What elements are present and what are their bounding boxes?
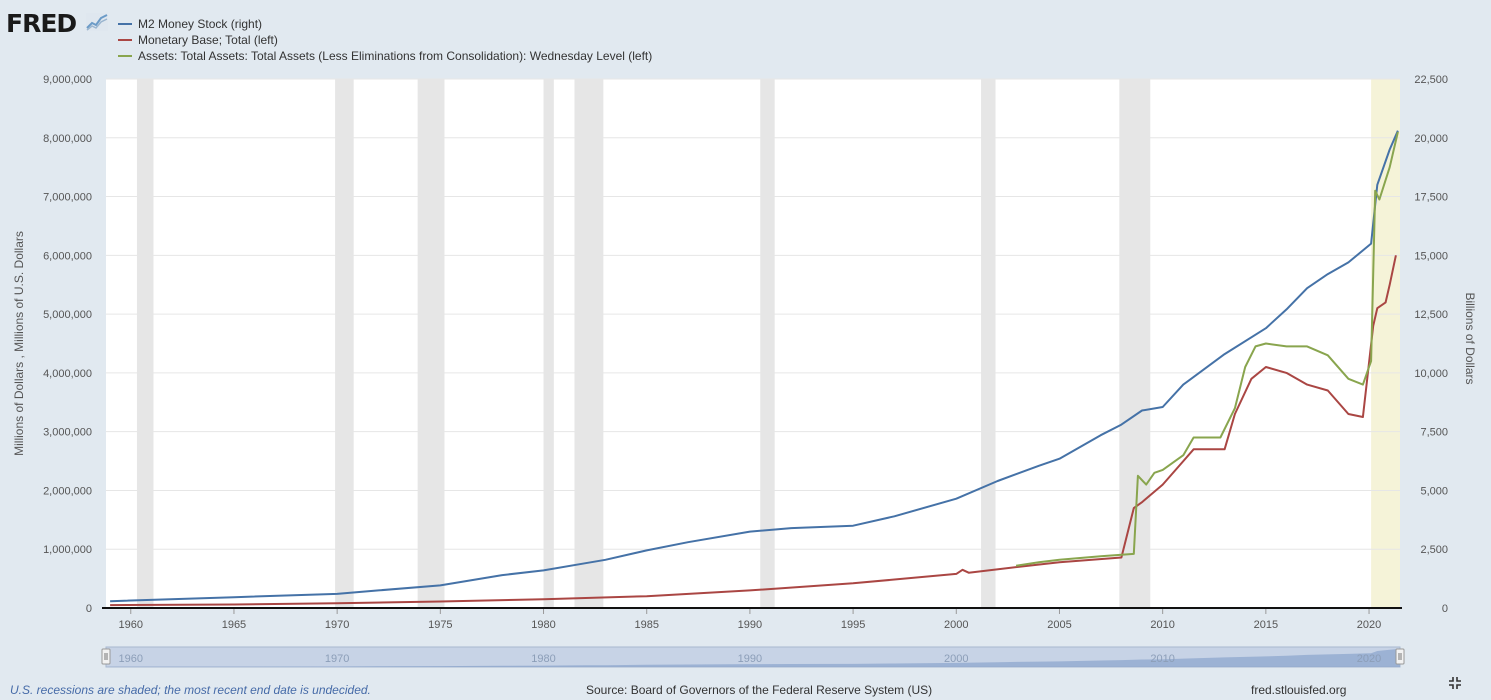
- y-right-tick-label: 2,500: [1420, 544, 1448, 556]
- navigator-label: 2010: [1150, 653, 1174, 665]
- y-left-tick-label: 2,000,000: [43, 485, 92, 497]
- navigator-handle-right[interactable]: [1395, 648, 1405, 665]
- recession-band: [136, 79, 154, 608]
- y-right-tick-label: 12,500: [1414, 309, 1448, 321]
- y-left-tick-label: 3,000,000: [43, 427, 92, 439]
- chart-legend: M2 Money Stock (right) Monetary Base; To…: [118, 16, 652, 64]
- fullscreen-icon[interactable]: [1448, 676, 1462, 693]
- x-tick-label: 2000: [944, 619, 968, 631]
- navigator-handle-left[interactable]: [101, 648, 111, 665]
- y-left-tick-label: 4,000,000: [43, 368, 92, 380]
- recession-band: [574, 79, 604, 608]
- x-tick-label: 2015: [1254, 619, 1278, 631]
- x-tick-label: 1985: [634, 619, 658, 631]
- y-left-tick-label: 1,000,000: [43, 544, 92, 556]
- x-tick-label: 1965: [222, 619, 246, 631]
- x-tick-label: 1995: [841, 619, 865, 631]
- x-tick-label: 1975: [428, 619, 452, 631]
- recession-band: [335, 79, 354, 608]
- navigator-label: 2020: [1357, 653, 1381, 665]
- y-right-tick-label: 0: [1442, 603, 1448, 615]
- legend-item-monetary-base[interactable]: Monetary Base; Total (left): [118, 32, 652, 48]
- recession-band: [760, 79, 775, 608]
- legend-swatch-total-assets: [118, 54, 132, 57]
- legend-label-total-assets: Assets: Total Assets: Total Assets (Less…: [138, 49, 653, 63]
- navigator-label: 1970: [325, 653, 349, 665]
- y-right-tick-label: 7,500: [1420, 427, 1448, 439]
- navigator-label: 2000: [944, 653, 968, 665]
- x-tick-label: 1970: [325, 619, 349, 631]
- y-right-tick-label: 10,000: [1414, 368, 1448, 380]
- y-right-tick-label: 5,000: [1420, 485, 1448, 497]
- series-line-2: [1015, 131, 1399, 567]
- source-note: Source: Board of Governors of the Federa…: [586, 683, 933, 697]
- navigator-label: 1990: [738, 653, 762, 665]
- legend-swatch-monetary-base: [118, 38, 132, 41]
- x-tick-label: 1960: [119, 619, 143, 631]
- navigator-label: 1980: [531, 653, 555, 665]
- legend-item-total-assets[interactable]: Assets: Total Assets: Total Assets (Less…: [118, 48, 652, 64]
- plot-area: [106, 79, 1400, 608]
- y-left-tick-label: 5,000,000: [43, 309, 92, 321]
- recession-note: U.S. recessions are shaded; the most rec…: [10, 683, 371, 697]
- y-right-tick-label: 17,500: [1414, 192, 1448, 204]
- navigator-label: 1960: [119, 653, 143, 665]
- legend-label-m2: M2 Money Stock (right): [138, 17, 263, 31]
- recession-band: [981, 79, 996, 608]
- y-right-tick-label: 22,500: [1414, 74, 1448, 86]
- logo-text: FRED: [6, 9, 77, 38]
- y-left-tick-label: 0: [86, 603, 92, 615]
- legend-swatch-m2: [118, 22, 132, 25]
- x-tick-label: 1990: [738, 619, 762, 631]
- series-line-0: [110, 130, 1399, 603]
- site-url[interactable]: fred.stlouisfed.org: [1251, 683, 1347, 697]
- x-tick-label: 1980: [531, 619, 555, 631]
- recession-band: [417, 79, 445, 608]
- series-line-1: [110, 255, 1397, 607]
- y-left-tick-label: 8,000,000: [43, 133, 92, 145]
- x-tick-label: 2005: [1047, 619, 1071, 631]
- y-left-tick-label: 6,000,000: [43, 250, 92, 262]
- x-tick-label: 2010: [1150, 619, 1174, 631]
- fred-logo[interactable]: FRED: [6, 9, 77, 38]
- y-left-tick-label: 7,000,000: [43, 192, 92, 204]
- recession-band: [1371, 79, 1400, 608]
- y-left-axis-title: Millions of Dollars , Millions of U.S. D…: [12, 231, 26, 456]
- y-right-tick-label: 20,000: [1414, 133, 1448, 145]
- y-left-tick-label: 9,000,000: [43, 74, 92, 86]
- x-tick-label: 2020: [1357, 619, 1381, 631]
- legend-item-m2[interactable]: M2 Money Stock (right): [118, 16, 652, 32]
- recession-band: [543, 79, 554, 608]
- y-right-tick-label: 15,000: [1414, 250, 1448, 262]
- y-right-axis-title: Billions of Dollars: [1463, 292, 1477, 384]
- navigator-series: [106, 649, 1400, 667]
- legend-label-monetary-base: Monetary Base; Total (left): [138, 33, 278, 47]
- chart-line-icon: [86, 13, 108, 36]
